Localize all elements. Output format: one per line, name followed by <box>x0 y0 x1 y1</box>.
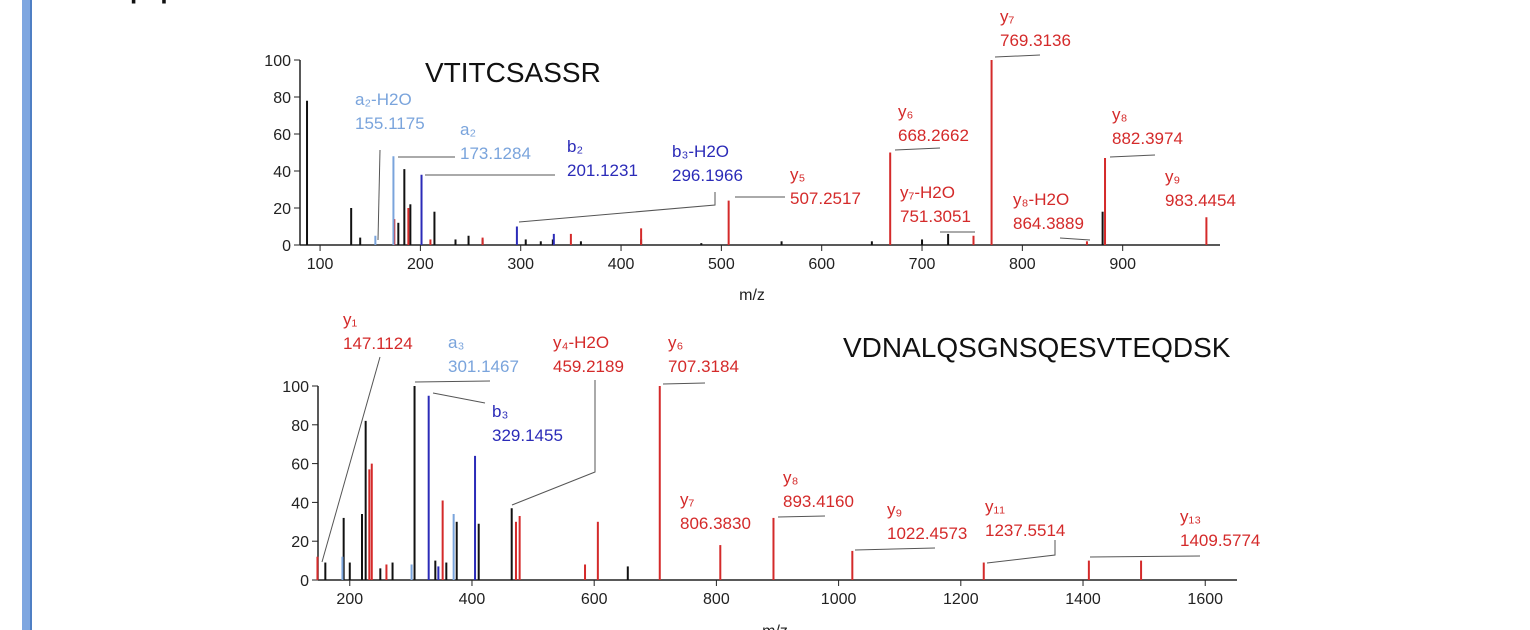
x-tick-label: 900 <box>1109 256 1136 273</box>
x-tick-label: 800 <box>703 591 730 608</box>
y-tick-label: 0 <box>282 238 291 255</box>
leader-line <box>432 392 486 404</box>
x-axis-label: m/z <box>739 287 765 304</box>
ion-label: b₂ <box>567 137 583 156</box>
y-tick-label: 20 <box>273 201 291 218</box>
mz-label: 296.1966 <box>672 166 743 185</box>
x-tick-label: 600 <box>808 256 835 273</box>
leader-line <box>894 147 941 151</box>
mz-label: 329.1455 <box>492 426 563 445</box>
x-tick-label: 1600 <box>1187 591 1223 608</box>
leader-line <box>377 149 381 241</box>
x-tick-label: 400 <box>608 256 635 273</box>
x-tick-label: 200 <box>336 591 363 608</box>
mz-label: 173.1284 <box>460 144 531 163</box>
mz-label: 707.3184 <box>668 357 739 376</box>
y-tick-label: 60 <box>273 127 291 144</box>
leader-line <box>662 382 706 385</box>
mz-label: 668.2662 <box>898 126 969 145</box>
leader-line <box>986 540 1056 564</box>
y-tick-label: 100 <box>264 53 291 70</box>
x-tick-label: 500 <box>708 256 735 273</box>
ion-label: a₂-H2O <box>355 90 412 109</box>
leader-line <box>518 192 716 223</box>
y-tick-label: 80 <box>291 418 309 435</box>
y-tick-label: 40 <box>291 495 309 512</box>
y-tick-label: 60 <box>291 457 309 474</box>
ion-label: y₇-H2O <box>900 183 955 202</box>
y-tick-label: 0 <box>300 573 309 590</box>
y-tick-label: 100 <box>282 379 309 396</box>
chart-title: VDNALQSGNSQESVTEQDSK <box>843 332 1231 363</box>
ion-label: y₆ <box>668 333 683 352</box>
ion-label: y₈ <box>783 468 799 487</box>
x-tick-label: 200 <box>407 256 434 273</box>
ion-label: y₆ <box>898 102 913 121</box>
mz-label: 1409.5774 <box>1180 531 1260 550</box>
leader-line <box>854 547 936 551</box>
ion-label: y₉ <box>1165 167 1180 186</box>
mz-label: 155.1175 <box>355 114 425 133</box>
x-tick-label: 100 <box>307 256 334 273</box>
leader-line <box>1059 237 1091 241</box>
x-tick-label: 1400 <box>1065 591 1101 608</box>
leader-line <box>1089 555 1201 558</box>
x-tick-label: 1200 <box>943 591 979 608</box>
ion-label: y₇ <box>680 490 695 509</box>
mz-label: 201.1231 <box>567 161 638 180</box>
x-tick-label: 600 <box>581 591 608 608</box>
x-axis-label: m/z <box>762 623 788 630</box>
ion-label: b₃-H2O <box>672 142 729 161</box>
leader-line <box>414 380 491 383</box>
ion-label: y₄-H2O <box>553 333 609 352</box>
y-tick-label: 80 <box>273 90 291 107</box>
leader-line <box>994 54 1041 58</box>
mz-label: 301.1467 <box>448 357 519 376</box>
side-bar <box>22 0 32 630</box>
chart-title: VTITCSASSR <box>425 57 601 88</box>
ion-label: y₁₁ <box>985 497 1005 516</box>
leader-line <box>777 515 826 518</box>
x-tick-label: 1000 <box>821 591 857 608</box>
ion-label: y₉ <box>887 500 902 519</box>
mz-label: 507.2517 <box>790 189 861 208</box>
ion-label: y₁ <box>343 310 358 329</box>
leader-line <box>1109 154 1156 158</box>
mz-label: 147.1124 <box>343 334 413 353</box>
x-tick-label: 700 <box>909 256 936 273</box>
mz-label: 882.3974 <box>1112 129 1183 148</box>
mz-label: 459.2189 <box>553 357 624 376</box>
ion-label: y₇ <box>1000 7 1015 26</box>
ion-label: a₂ <box>460 120 476 139</box>
ion-label: y₈-H2O <box>1013 190 1069 209</box>
mz-label: 769.3136 <box>1000 31 1071 50</box>
side-bar-edge <box>30 0 32 630</box>
y-tick-label: 40 <box>273 164 291 181</box>
mz-label: 864.3889 <box>1013 214 1084 233</box>
x-tick-label: 800 <box>1009 256 1036 273</box>
mz-label: 806.3830 <box>680 514 751 533</box>
y-tick-label: 20 <box>291 534 309 551</box>
ion-label: y₁₃ <box>1180 507 1201 526</box>
ion-label: a₃ <box>448 333 464 352</box>
mz-label: 893.4160 <box>783 492 854 511</box>
mz-label: 1022.4573 <box>887 524 967 543</box>
ion-label: y₅ <box>790 165 805 184</box>
heading: peptides <box>130 0 237 4</box>
x-tick-label: 400 <box>459 591 486 608</box>
mz-label: 983.4454 <box>1165 191 1236 210</box>
mz-label: 1237.5514 <box>985 521 1065 540</box>
x-tick-label: 300 <box>507 256 534 273</box>
ion-label: b₃ <box>492 402 508 421</box>
ion-label: y₈ <box>1112 105 1128 124</box>
leader-line <box>511 380 596 506</box>
leader-line <box>321 356 381 563</box>
mz-label: 751.3051 <box>900 207 971 226</box>
